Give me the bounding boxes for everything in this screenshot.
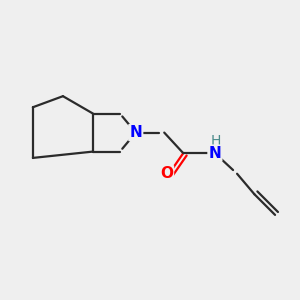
Text: N: N — [208, 146, 221, 161]
Text: O: O — [160, 166, 173, 181]
Text: H: H — [211, 134, 221, 148]
Text: N: N — [129, 125, 142, 140]
